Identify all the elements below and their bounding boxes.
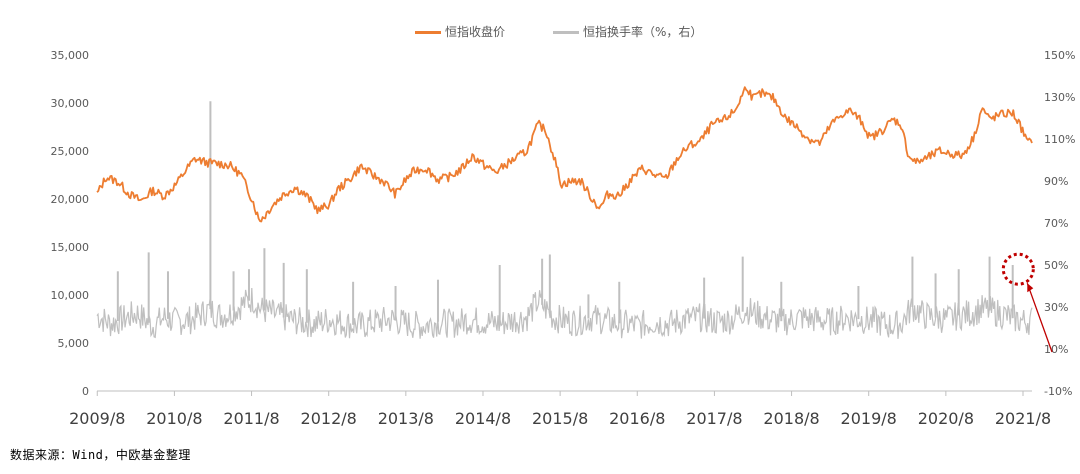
y-right-tick-label: 150%	[1044, 49, 1075, 62]
annotation-layer	[1001, 252, 1053, 353]
x-tick-label: 2012/8	[301, 409, 357, 428]
annotation-arrow-head	[1027, 283, 1034, 293]
legend-swatch-close	[415, 31, 441, 34]
x-tick-label: 2010/8	[146, 409, 202, 428]
series-layer	[96, 86, 1033, 339]
x-tick-label: 2014/8	[455, 409, 511, 428]
legend-item-turnover: 恒指换手率（%，右）	[553, 22, 702, 42]
y-left-tick-label: 25,000	[51, 145, 90, 158]
legend-label-close: 恒指收盘价	[445, 25, 506, 39]
annotation-arrow	[1026, 282, 1053, 353]
legend-label-turnover: 恒指换手率（%，右）	[583, 25, 703, 39]
y-left-tick-label: 10,000	[51, 289, 90, 302]
x-axis: 2009/8 2010/8 2011/8 2012/8 2013/8 2014/8 2015…	[69, 390, 1051, 428]
x-tick-label: 2018/8	[763, 409, 819, 428]
y-left-tick-label: 5,000	[58, 337, 90, 350]
legend-item-close: 恒指收盘价	[415, 22, 505, 42]
series-line-close	[96, 86, 1033, 223]
legend-swatch-turnover	[553, 31, 579, 34]
y-left-tick-label: 20,000	[51, 193, 90, 206]
y-right-tick-label: 30%	[1044, 301, 1068, 314]
y-right-tick-label: 50%	[1044, 259, 1068, 272]
y-left-tick-label: 35,000	[51, 49, 90, 62]
x-tick-label: 2015/8	[532, 409, 588, 428]
y-right-tick-label: -10%	[1044, 385, 1072, 398]
x-tick-label: 2019/8	[841, 409, 897, 428]
y-right-axis: -10% 10% 30% 50% 70% 90% 110% 130% 150%	[1044, 49, 1075, 398]
x-tick-label: 2016/8	[609, 409, 665, 428]
y-left-axis: 0 5,000 10,000 15,000 20,000 25,000 30,000 35,0…	[51, 49, 90, 398]
y-right-tick-label: 130%	[1044, 91, 1075, 104]
y-right-tick-label: 90%	[1044, 175, 1068, 188]
x-tick-label: 2011/8	[223, 409, 279, 428]
x-tick-label: 2013/8	[378, 409, 434, 428]
x-tick-label: 2017/8	[686, 409, 742, 428]
x-tick-label: 2009/8	[69, 409, 125, 428]
legend: 恒指收盘价 恒指换手率（%，右）	[0, 22, 1080, 42]
series-line-turnover	[96, 287, 1033, 339]
y-right-tick-label: 70%	[1044, 217, 1068, 230]
source-note: 数据来源：Wind，中欧基金整理	[10, 448, 191, 462]
x-tick-label: 2020/8	[918, 409, 974, 428]
annotation-circle	[1001, 252, 1035, 286]
x-tick-label: 2021/8	[995, 409, 1051, 428]
y-right-tick-label: 10%	[1044, 343, 1068, 356]
y-left-tick-label: 15,000	[51, 241, 90, 254]
y-left-tick-label: 0	[82, 385, 89, 398]
y-left-tick-label: 30,000	[51, 97, 90, 110]
y-right-tick-label: 110%	[1044, 133, 1075, 146]
